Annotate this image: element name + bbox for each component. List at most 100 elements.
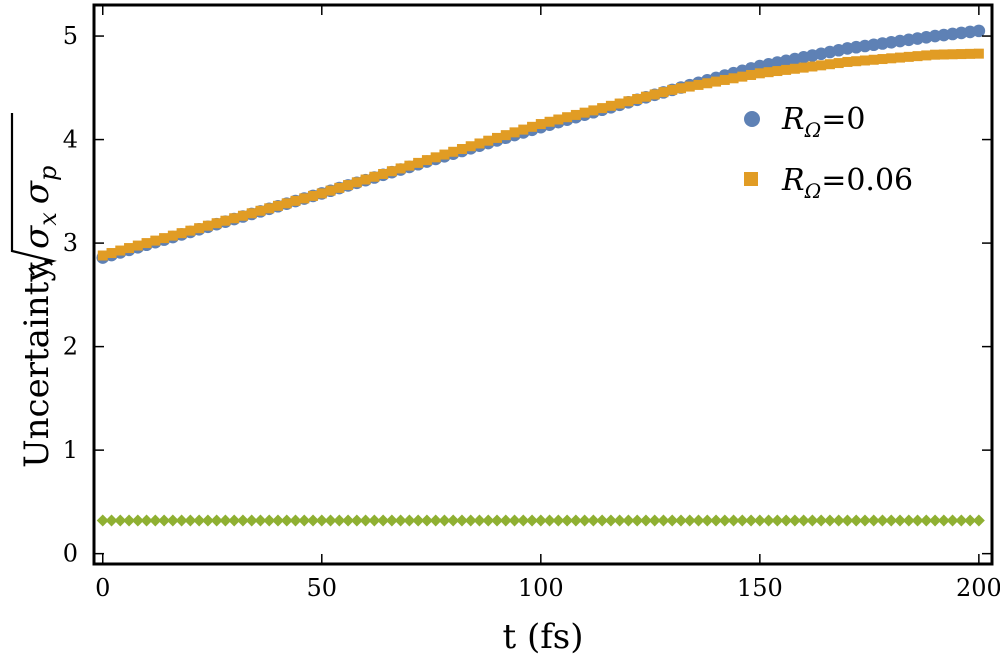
point-square bbox=[535, 119, 546, 130]
point-diamond bbox=[736, 514, 749, 527]
point-square bbox=[124, 243, 135, 254]
point-square bbox=[150, 235, 161, 246]
point-diamond bbox=[674, 514, 687, 527]
point-diamond bbox=[578, 514, 591, 527]
series-1 bbox=[97, 48, 984, 261]
point-square bbox=[343, 180, 354, 191]
point-diamond bbox=[298, 514, 311, 527]
x-axis-title: t (fs) bbox=[502, 617, 583, 657]
point-diamond bbox=[201, 514, 214, 527]
svg-text:σxσp: σxσp bbox=[17, 166, 62, 249]
point-diamond bbox=[385, 514, 398, 527]
y-axis-title-prefix: Uncertainty, bbox=[17, 256, 57, 468]
point-diamond bbox=[920, 514, 933, 527]
point-diamond bbox=[377, 514, 390, 527]
point-square bbox=[202, 220, 213, 231]
point-square bbox=[868, 54, 879, 65]
point-square bbox=[413, 157, 424, 168]
point-square bbox=[334, 182, 345, 193]
point-square bbox=[570, 109, 581, 120]
point-diamond bbox=[806, 514, 819, 527]
point-square bbox=[728, 73, 739, 84]
point-diamond bbox=[464, 514, 477, 527]
point-diamond bbox=[710, 514, 723, 527]
y-radicand-sub-x: x bbox=[34, 212, 62, 226]
point-square bbox=[938, 49, 949, 60]
point-diamond bbox=[236, 514, 249, 527]
point-diamond bbox=[648, 514, 661, 527]
point-diamond bbox=[841, 514, 854, 527]
point-diamond bbox=[701, 514, 714, 527]
point-square bbox=[719, 74, 730, 85]
point-square bbox=[246, 208, 257, 219]
point-diamond bbox=[447, 514, 460, 527]
point-square bbox=[97, 250, 108, 261]
point-square bbox=[185, 225, 196, 236]
point-diamond bbox=[263, 514, 276, 527]
point-square bbox=[597, 103, 608, 114]
point-diamond bbox=[552, 514, 565, 527]
point-diamond bbox=[438, 514, 451, 527]
point-diamond bbox=[587, 514, 600, 527]
point-diamond bbox=[622, 514, 635, 527]
point-diamond bbox=[333, 514, 346, 527]
point-square bbox=[255, 205, 266, 216]
y-radicand-sigma2: σ bbox=[17, 180, 57, 204]
point-diamond bbox=[429, 514, 442, 527]
point-diamond bbox=[876, 514, 889, 527]
point-square bbox=[500, 130, 511, 141]
point-diamond bbox=[123, 514, 136, 527]
point-diamond bbox=[613, 514, 626, 527]
point-square bbox=[579, 107, 590, 118]
point-square bbox=[527, 121, 538, 132]
point-diamond bbox=[832, 514, 845, 527]
point-diamond bbox=[455, 514, 468, 527]
point-square bbox=[404, 160, 415, 171]
point-diamond bbox=[631, 514, 644, 527]
point-square bbox=[220, 215, 231, 226]
point-diamond bbox=[315, 514, 328, 527]
legend-label-r006: RΩ=0.06 bbox=[781, 163, 913, 203]
point-diamond bbox=[543, 514, 556, 527]
point-diamond bbox=[972, 514, 985, 527]
x-tick-label: 50 bbox=[307, 574, 338, 602]
point-diamond bbox=[166, 514, 179, 527]
point-square bbox=[789, 63, 800, 74]
point-square bbox=[930, 49, 941, 60]
ticks-layer: 0 50 100 150 200 0 1 2 3 4 5 bbox=[63, 5, 1000, 602]
point-square bbox=[903, 51, 914, 62]
point-diamond bbox=[823, 514, 836, 527]
point-square bbox=[737, 71, 748, 82]
point-diamond bbox=[131, 514, 144, 527]
point-diamond bbox=[929, 514, 942, 527]
point-square bbox=[167, 230, 178, 241]
point-diamond bbox=[657, 514, 670, 527]
point-diamond bbox=[534, 514, 547, 527]
point-diamond bbox=[911, 514, 924, 527]
point-diamond bbox=[324, 514, 337, 527]
point-square bbox=[132, 240, 143, 251]
y-tick-label: 1 bbox=[63, 436, 78, 464]
point-square bbox=[456, 144, 467, 155]
point-square bbox=[448, 146, 459, 157]
point-square bbox=[886, 53, 897, 64]
point-diamond bbox=[499, 514, 512, 527]
point-square bbox=[106, 248, 117, 259]
point-square bbox=[141, 238, 152, 249]
point-square bbox=[973, 48, 984, 59]
point-square bbox=[553, 114, 564, 125]
point-diamond bbox=[683, 514, 696, 527]
point-square bbox=[693, 79, 704, 90]
point-square bbox=[912, 51, 923, 62]
point-square bbox=[667, 84, 678, 95]
point-diamond bbox=[412, 514, 425, 527]
point-diamond bbox=[561, 514, 574, 527]
point-diamond bbox=[955, 514, 968, 527]
point-diamond bbox=[526, 514, 539, 527]
y-tick-label: 0 bbox=[63, 540, 78, 568]
point-diamond bbox=[508, 514, 521, 527]
point-square bbox=[316, 188, 327, 199]
point-diamond bbox=[193, 514, 206, 527]
point-diamond bbox=[780, 514, 793, 527]
point-square bbox=[474, 138, 485, 149]
